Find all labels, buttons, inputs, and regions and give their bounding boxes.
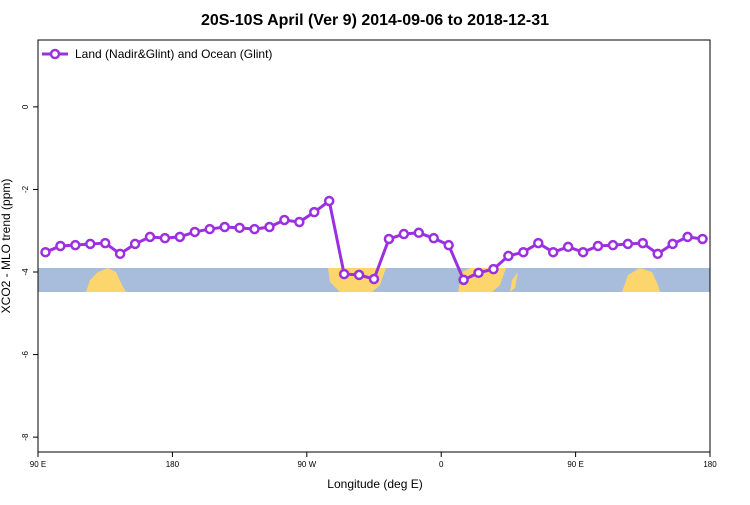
point xyxy=(40,246,51,258)
point xyxy=(294,216,305,228)
point xyxy=(458,274,469,286)
point xyxy=(562,241,574,253)
point xyxy=(383,233,395,245)
plot-frame xyxy=(37,39,711,453)
point xyxy=(368,273,380,285)
point xyxy=(577,246,589,258)
point xyxy=(189,226,201,238)
x-tick-label: 90 E xyxy=(567,460,583,469)
point xyxy=(622,238,634,250)
point xyxy=(70,239,81,251)
y-tick-label: -6 xyxy=(21,350,30,358)
x-tick-label: 90 W xyxy=(297,460,316,469)
point xyxy=(99,237,111,249)
point xyxy=(592,240,604,252)
point xyxy=(264,221,275,233)
point xyxy=(249,223,260,235)
point xyxy=(159,232,171,244)
point xyxy=(234,222,245,234)
x-tick-label: 180 xyxy=(703,460,717,469)
point xyxy=(55,240,66,252)
point xyxy=(667,238,678,250)
point xyxy=(174,231,186,243)
chart-title: 20S-10S April (Ver 9) 2014-09-06 to 2018… xyxy=(201,12,549,29)
x-tick-label: 180 xyxy=(166,460,180,469)
point xyxy=(637,237,649,249)
x-tick-label: 0 xyxy=(439,460,444,469)
y-axis-label: XCO2 - MLO trend (ppm) xyxy=(0,179,13,314)
y-tick-label: -4 xyxy=(21,268,30,276)
point xyxy=(607,239,619,251)
point xyxy=(413,227,425,239)
point xyxy=(129,238,141,250)
point xyxy=(428,232,439,244)
point xyxy=(323,195,335,207)
point xyxy=(473,267,484,279)
point xyxy=(652,248,663,260)
point xyxy=(279,214,290,226)
point xyxy=(219,221,230,233)
legend-marker xyxy=(49,48,61,60)
point xyxy=(204,223,215,235)
point xyxy=(682,231,693,243)
land xyxy=(622,268,660,292)
x-axis-label: Longitude (deg E) xyxy=(327,477,422,491)
point xyxy=(547,246,559,258)
point xyxy=(503,250,514,262)
y-tick-label: -2 xyxy=(21,185,30,193)
point xyxy=(353,269,365,281)
point xyxy=(443,239,454,251)
land xyxy=(510,272,518,292)
point xyxy=(309,206,320,218)
y-tick-label: 0 xyxy=(21,104,30,109)
point xyxy=(338,268,350,280)
x-tick-label: 90 E xyxy=(30,460,46,469)
land xyxy=(86,268,126,292)
point xyxy=(144,231,156,243)
point xyxy=(533,237,544,249)
point xyxy=(518,246,529,258)
legend-label: Land (Nadir&Glint) and Ocean (Glint) xyxy=(75,47,272,61)
point xyxy=(488,263,499,275)
point xyxy=(398,228,410,240)
y-tick-label: -8 xyxy=(21,433,30,441)
point xyxy=(85,238,96,250)
point xyxy=(114,248,126,260)
point xyxy=(697,233,708,245)
